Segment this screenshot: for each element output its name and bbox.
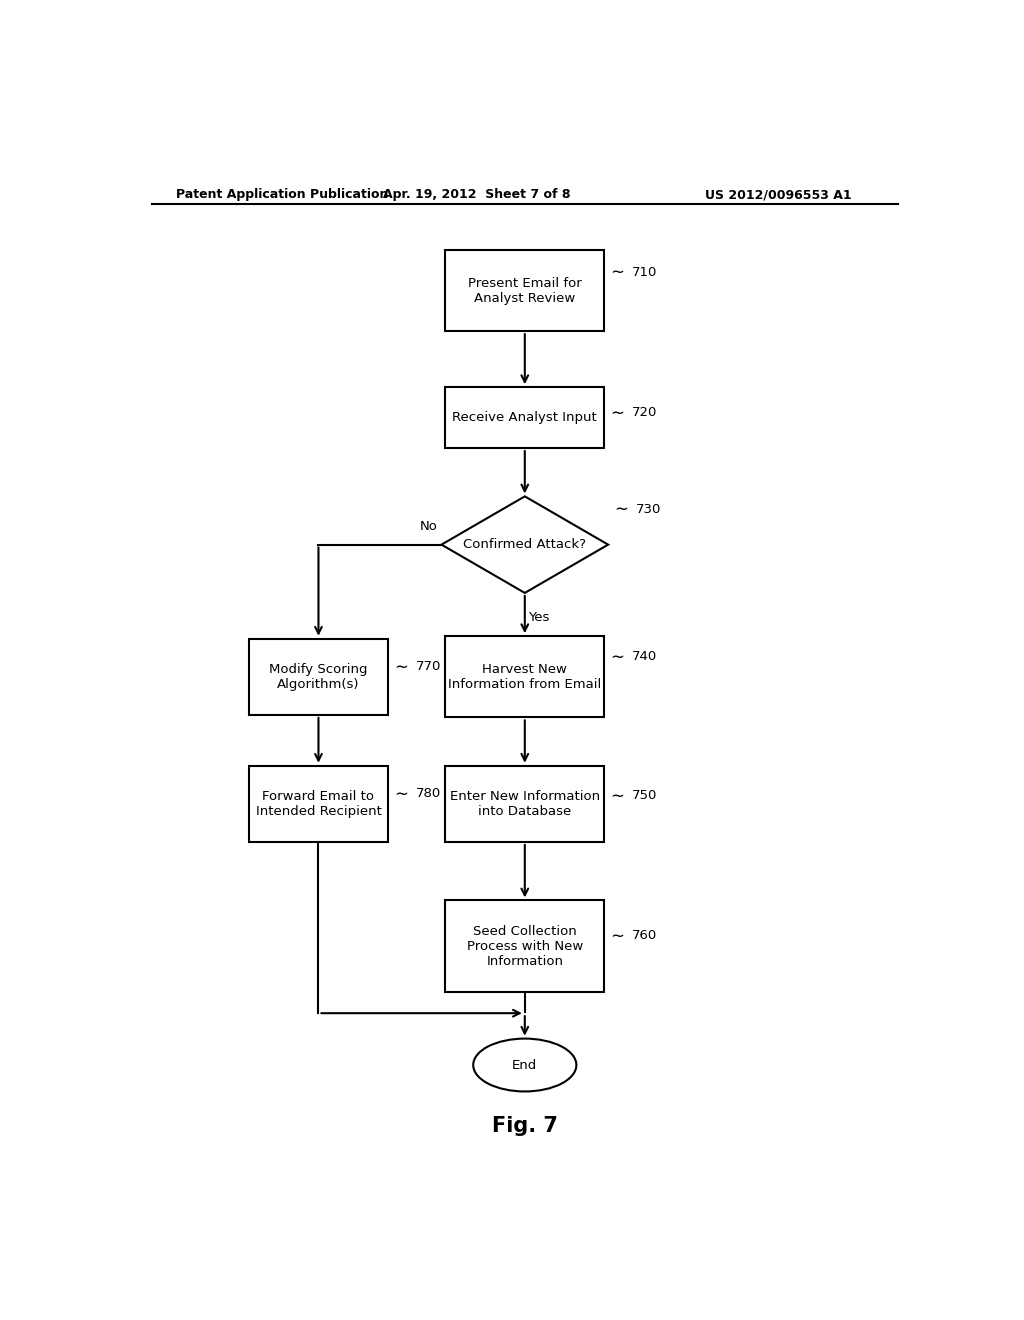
Text: Enter New Information
into Database: Enter New Information into Database	[450, 789, 600, 818]
Text: Apr. 19, 2012  Sheet 7 of 8: Apr. 19, 2012 Sheet 7 of 8	[383, 189, 571, 202]
Ellipse shape	[473, 1039, 577, 1092]
Text: 720: 720	[632, 407, 657, 418]
Text: 760: 760	[632, 929, 657, 942]
Text: Modify Scoring
Algorithm(s): Modify Scoring Algorithm(s)	[269, 663, 368, 690]
Text: Yes: Yes	[528, 611, 550, 624]
Text: 710: 710	[632, 265, 657, 279]
FancyBboxPatch shape	[249, 639, 388, 715]
Text: ∼: ∼	[610, 787, 625, 805]
FancyBboxPatch shape	[445, 766, 604, 842]
Text: Fig. 7: Fig. 7	[492, 1115, 558, 1137]
Text: Confirmed Attack?: Confirmed Attack?	[463, 539, 587, 552]
Text: US 2012/0096553 A1: US 2012/0096553 A1	[706, 189, 852, 202]
FancyBboxPatch shape	[445, 900, 604, 991]
Text: Receive Analyst Input: Receive Analyst Input	[453, 411, 597, 424]
Text: Seed Collection
Process with New
Information: Seed Collection Process with New Informa…	[467, 924, 583, 968]
Text: ∼: ∼	[394, 657, 409, 676]
Text: ∼: ∼	[610, 647, 625, 665]
Text: ∼: ∼	[610, 927, 625, 945]
Text: End: End	[512, 1059, 538, 1072]
FancyBboxPatch shape	[445, 249, 604, 331]
Text: Forward Email to
Intended Recipient: Forward Email to Intended Recipient	[256, 789, 381, 818]
Text: 780: 780	[416, 787, 441, 800]
Text: Harvest New
Information from Email: Harvest New Information from Email	[449, 663, 601, 690]
Text: 750: 750	[632, 789, 657, 803]
Text: 730: 730	[636, 503, 662, 516]
Text: ∼: ∼	[394, 784, 409, 803]
Text: 770: 770	[416, 660, 441, 673]
Polygon shape	[441, 496, 608, 593]
Text: ∼: ∼	[614, 500, 629, 517]
Text: Present Email for
Analyst Review: Present Email for Analyst Review	[468, 276, 582, 305]
FancyBboxPatch shape	[445, 387, 604, 447]
FancyBboxPatch shape	[445, 636, 604, 718]
Text: No: No	[420, 520, 437, 533]
Text: Patent Application Publication: Patent Application Publication	[176, 189, 388, 202]
Text: 740: 740	[632, 649, 657, 663]
Text: ∼: ∼	[610, 404, 625, 421]
FancyBboxPatch shape	[249, 766, 388, 842]
Text: ∼: ∼	[610, 263, 625, 281]
